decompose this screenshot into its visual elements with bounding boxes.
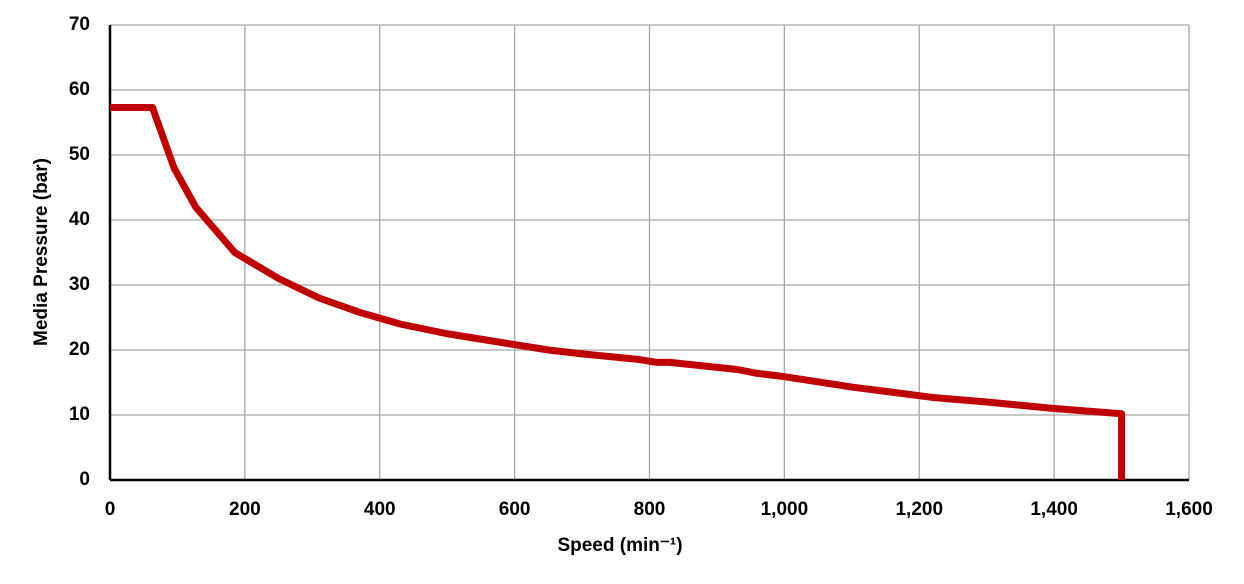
x-axis-label: Speed (min⁻¹) <box>557 535 682 556</box>
y-tick-label: 50 <box>69 144 90 165</box>
x-tick-label: 1,600 <box>1165 499 1213 520</box>
x-tick-label: 800 <box>634 499 666 520</box>
x-tick-label: 600 <box>499 499 531 520</box>
x-tick-label: 400 <box>364 499 396 520</box>
y-tick-label: 60 <box>69 79 90 100</box>
y-tick-label: 20 <box>69 339 90 360</box>
y-tick-label: 40 <box>69 209 90 230</box>
y-tick-label: 70 <box>69 14 90 35</box>
y-tick-label: 30 <box>69 274 90 295</box>
x-tick-label: 200 <box>229 499 261 520</box>
y-axis-label: Media Pressure (bar) <box>31 158 52 346</box>
y-tick-label: 10 <box>69 404 90 425</box>
x-tick-label: 1,200 <box>895 499 943 520</box>
y-tick-label: 0 <box>79 469 90 490</box>
x-tick-label: 0 <box>105 499 116 520</box>
x-tick-label: 1,400 <box>1030 499 1078 520</box>
x-tick-label: 1,000 <box>761 499 809 520</box>
data-line <box>110 104 1126 480</box>
